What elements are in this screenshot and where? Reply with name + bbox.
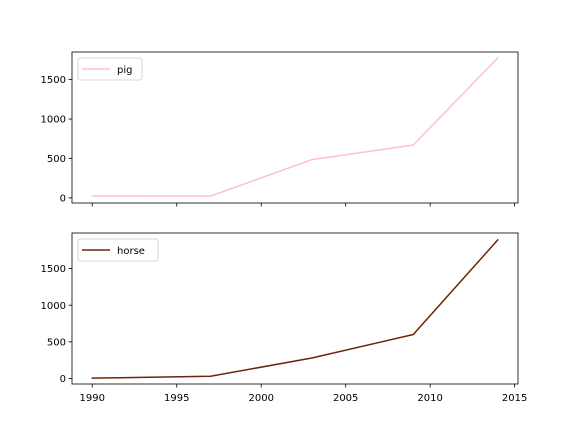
legend: pig	[77, 57, 143, 81]
y-tick-label: 1500	[41, 264, 66, 275]
y-tick-label: 500	[47, 337, 66, 348]
legend-label: horse	[117, 246, 145, 257]
y-tick-label: 0	[60, 193, 66, 204]
legend-box	[77, 238, 159, 262]
x-tick-label: 1995	[164, 393, 189, 404]
y-tick-label: 1500	[41, 75, 66, 86]
x-tick-label: 2005	[333, 393, 358, 404]
y-tick-label: 1000	[41, 301, 66, 312]
series-line-pig	[91, 56, 499, 197]
chart-panel-2: 0 500 1000 1500 1990 1995 2000 2005 2010 2015 hors…	[41, 232, 527, 404]
y-tick-label: 0	[60, 374, 66, 385]
axes-frame	[71, 51, 519, 204]
legend: horse	[77, 238, 159, 262]
x-tick-label: 2015	[502, 393, 527, 404]
x-tick-label: 1990	[80, 393, 105, 404]
x-tick-label: 2010	[417, 393, 442, 404]
legend-label: pig	[117, 65, 132, 76]
axes-frame	[71, 232, 519, 385]
x-tick-label: 2000	[248, 393, 273, 404]
chart-panel-1: 0 500 1000 1500 pig	[41, 51, 519, 207]
y-tick-label: 500	[47, 154, 66, 165]
series-line-horse	[91, 238, 499, 379]
y-tick-label: 1000	[41, 115, 66, 126]
